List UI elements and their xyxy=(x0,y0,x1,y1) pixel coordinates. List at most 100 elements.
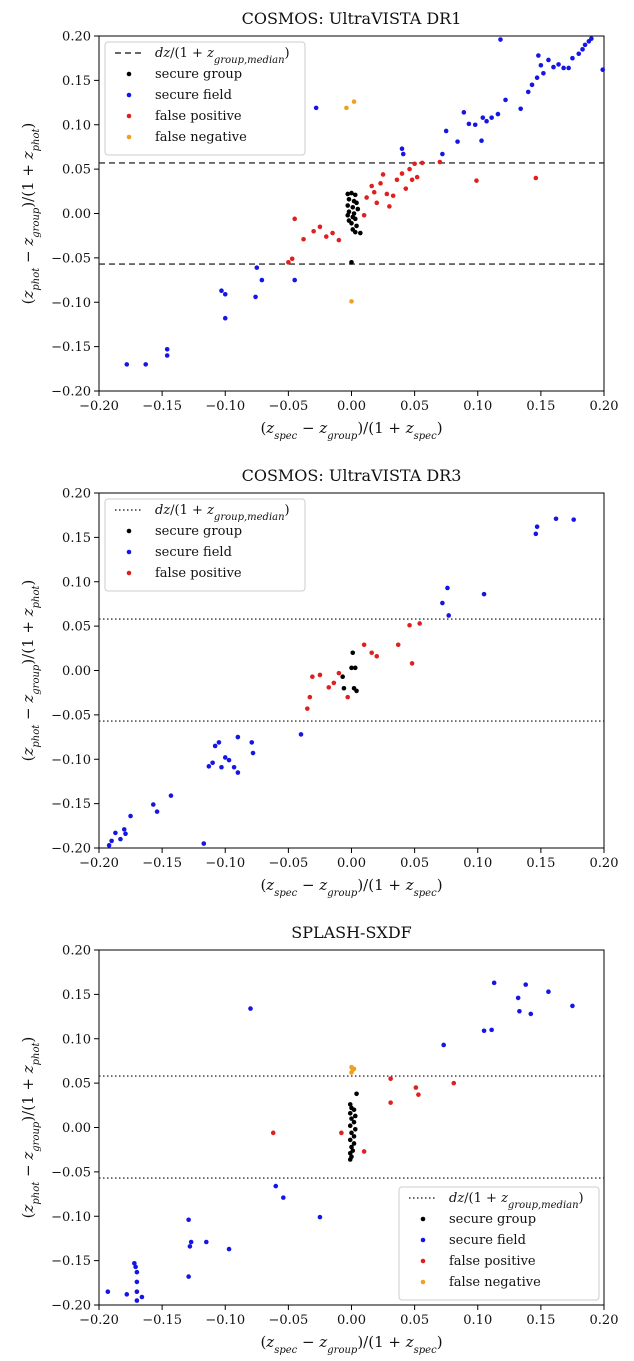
data-point xyxy=(344,105,349,111)
data-point xyxy=(259,277,265,283)
chart-panel-2: COSMOS: UltraVISTA DR3 −0.20 −0.15 −0.10 −0.… xyxy=(19,466,618,899)
data-point xyxy=(345,694,351,700)
data-point xyxy=(305,706,310,711)
x-tick-label: 0.10 xyxy=(463,399,492,414)
data-point xyxy=(480,115,486,120)
data-point xyxy=(206,764,212,769)
data-point xyxy=(292,277,297,283)
x-axis-label: (zspec − zgroup)/(1 + zspec) xyxy=(260,876,442,899)
x-tick-label: 0.15 xyxy=(526,399,555,414)
data-point xyxy=(231,764,237,770)
data-point xyxy=(409,661,415,666)
data-point xyxy=(351,211,357,216)
data-point xyxy=(409,177,415,183)
data-point xyxy=(400,151,406,157)
chart-panel-1: COSMOS: UltraVISTA DR1 −0.20 −0.15 −0.10 −0.… xyxy=(19,9,618,442)
data-point xyxy=(317,672,323,678)
series-false-positive xyxy=(270,1076,457,1154)
data-point xyxy=(417,621,422,626)
data-point xyxy=(349,1130,354,1136)
data-point xyxy=(354,1091,359,1097)
data-point xyxy=(523,982,529,987)
data-point xyxy=(394,177,400,183)
x-tick-label: 0.15 xyxy=(526,1313,555,1328)
data-point xyxy=(445,585,450,591)
data-point xyxy=(484,118,489,124)
series-secure-group xyxy=(347,1091,359,1162)
data-point xyxy=(311,228,316,234)
data-point xyxy=(351,1119,357,1125)
data-point xyxy=(340,674,345,680)
y-tick-label: 0.20 xyxy=(62,30,91,45)
data-point xyxy=(235,770,241,775)
x-tick-label: 0.05 xyxy=(400,399,429,414)
y-tick-label: −0.15 xyxy=(51,797,91,812)
data-point xyxy=(134,1289,140,1294)
legend: dz/(1 + zgroup,median)secure group secure… xyxy=(104,41,306,156)
data-point xyxy=(204,1239,209,1245)
legend-label: secure group xyxy=(449,1212,536,1227)
legend-marker xyxy=(420,1279,426,1285)
y-tick-label: −0.15 xyxy=(51,1254,91,1269)
x-tick-label: −0.05 xyxy=(268,856,308,871)
x-tick-label: 0.15 xyxy=(526,856,555,871)
x-tick-label: −0.10 xyxy=(205,399,245,414)
legend-label: dz/(1 + zgroup,median) xyxy=(155,503,290,523)
data-point xyxy=(351,1066,357,1072)
data-point xyxy=(188,1239,194,1245)
data-point xyxy=(292,216,297,222)
data-point xyxy=(491,980,497,986)
legend-marker xyxy=(420,1237,426,1243)
legend: dz/(1 + zgroup,median)secure group secure… xyxy=(398,1186,600,1301)
y-tick-label: 0.10 xyxy=(62,575,91,590)
data-point xyxy=(270,1130,276,1136)
data-point xyxy=(351,1141,357,1146)
data-point xyxy=(479,138,484,144)
data-point xyxy=(498,37,503,42)
data-point xyxy=(317,1214,323,1220)
data-point xyxy=(352,192,358,198)
data-point xyxy=(134,1298,140,1303)
series-secure-group xyxy=(345,190,363,265)
legend-label: secure group xyxy=(155,524,242,539)
legend-marker xyxy=(126,71,132,77)
data-point xyxy=(515,995,521,1001)
data-point xyxy=(534,524,540,530)
legend-box xyxy=(104,498,306,592)
data-point xyxy=(395,642,401,648)
data-point xyxy=(281,1195,286,1200)
data-point xyxy=(250,750,256,756)
data-point xyxy=(350,650,356,656)
data-point xyxy=(351,99,357,104)
data-point xyxy=(361,1149,367,1154)
data-point xyxy=(186,1217,191,1223)
data-point xyxy=(187,1244,193,1249)
data-point xyxy=(352,1113,358,1119)
data-point xyxy=(495,111,501,117)
y-tick-label: −0.10 xyxy=(51,1210,91,1225)
data-point xyxy=(407,166,412,172)
x-tick-label: 0.20 xyxy=(590,856,619,871)
data-point xyxy=(349,665,354,671)
data-point xyxy=(412,161,417,167)
data-point xyxy=(580,47,585,52)
data-point xyxy=(538,62,544,68)
data-point xyxy=(222,755,228,760)
data-point xyxy=(109,838,114,844)
y-tick-label: 0.15 xyxy=(62,988,91,1003)
data-point xyxy=(352,229,358,235)
data-point xyxy=(347,1102,353,1107)
legend-label: secure group xyxy=(155,67,242,82)
data-point xyxy=(561,65,566,71)
legend-label: false positive xyxy=(155,109,242,124)
data-point xyxy=(134,1269,140,1275)
data-point xyxy=(349,260,354,265)
data-point xyxy=(341,685,347,691)
data-point xyxy=(349,1144,354,1150)
data-point xyxy=(133,1264,138,1270)
data-point xyxy=(451,1080,457,1086)
x-tick-label: 0.05 xyxy=(400,1313,429,1328)
series-secure-group xyxy=(340,650,359,694)
x-tick-label: 0.20 xyxy=(590,1313,619,1328)
